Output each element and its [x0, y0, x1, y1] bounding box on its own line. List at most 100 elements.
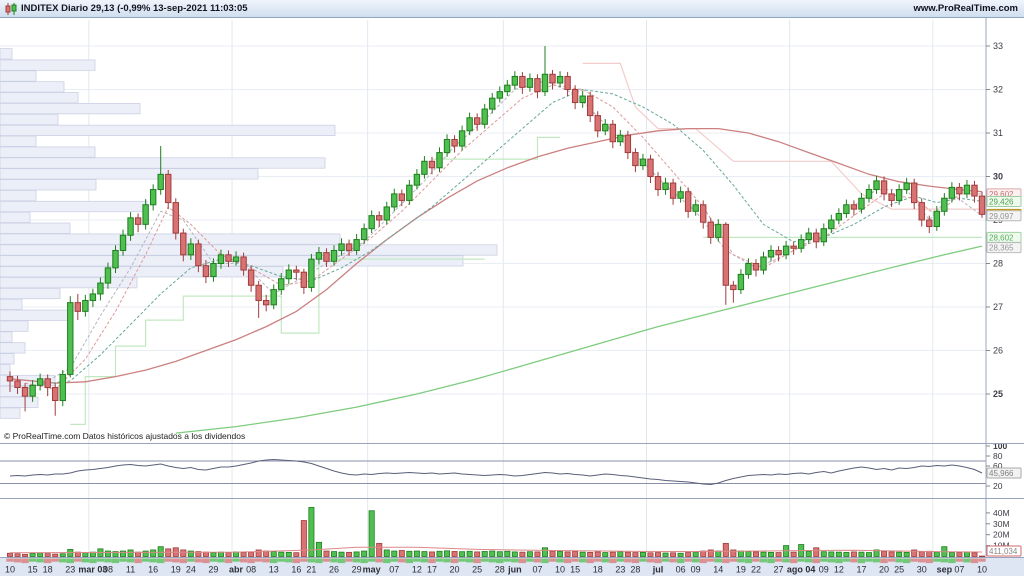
- date-label: 07: [389, 565, 399, 575]
- volume-bar: [865, 552, 872, 557]
- volume-bar: [677, 552, 684, 557]
- date-minimap-tick: [902, 558, 911, 564]
- date-minimap-tick: [66, 558, 74, 564]
- volume-profile-bar: [0, 244, 498, 256]
- candle-body: [451, 139, 458, 147]
- date-minimap-tick: [857, 558, 866, 564]
- volume-bar: [730, 549, 737, 557]
- date-label: 08: [246, 565, 256, 575]
- volume-bar: [647, 552, 654, 557]
- candle-body: [368, 215, 375, 230]
- date-minimap-tick: [360, 558, 368, 564]
- volume-bar: [843, 551, 850, 557]
- candle-body: [104, 267, 112, 284]
- volume-bar: [44, 553, 51, 557]
- date-label: 23: [615, 565, 625, 575]
- price-tick-label: 26: [993, 346, 1003, 356]
- candle-body: [790, 245, 797, 249]
- date-minimap-tick: [752, 558, 760, 562]
- main-pane-background: [0, 18, 1024, 443]
- date-minimap-tick: [571, 558, 579, 562]
- volume-bar: [496, 551, 503, 557]
- volume-bar: [451, 551, 458, 557]
- date-minimap-tick: [887, 558, 896, 562]
- price-tag-label: 29,426: [989, 197, 1014, 206]
- candle-body: [217, 254, 225, 265]
- candle-body: [971, 184, 978, 197]
- volume-bar: [963, 551, 970, 557]
- date-minimap-tick: [28, 558, 37, 562]
- date-label: ago 04: [787, 565, 816, 575]
- volume-bar: [948, 551, 955, 557]
- candle-body: [669, 182, 677, 199]
- volume-bar: [662, 552, 669, 557]
- volume-bar: [685, 552, 692, 557]
- date-minimap-tick: [820, 558, 828, 562]
- date-minimap-tick: [383, 558, 391, 564]
- candle-body: [903, 182, 910, 191]
- candle-body: [119, 234, 127, 251]
- price-tag: [986, 195, 1022, 207]
- candle-body: [195, 243, 202, 267]
- candle-body: [345, 243, 353, 251]
- date-minimap-tick: [503, 558, 512, 562]
- candle-body: [14, 380, 21, 388]
- date-label: 11: [126, 565, 135, 575]
- volume-profile-bar: [0, 320, 29, 332]
- date-minimap-tick: [669, 558, 677, 563]
- date-label: 26: [329, 565, 339, 575]
- chart-area[interactable]: © ProRealTime.com Datos históricos ajust…: [0, 18, 1024, 576]
- date-minimap-tick: [970, 558, 979, 564]
- volume-bar: [926, 550, 933, 557]
- date-label: 29: [352, 565, 362, 575]
- volume-bar: [549, 550, 556, 557]
- candle-body: [858, 197, 865, 210]
- candle-body: [59, 373, 66, 402]
- volume-bar: [707, 549, 714, 557]
- date-minimap-tick: [194, 558, 203, 563]
- candle-body: [707, 221, 714, 238]
- date-minimap-tick: [978, 558, 986, 562]
- volume-bar: [104, 550, 111, 557]
- date-minimap-tick: [74, 558, 82, 562]
- date-label: 06: [676, 565, 686, 575]
- date-minimap-tick: [661, 558, 670, 562]
- date-minimap-tick: [850, 558, 858, 563]
- date-minimap-tick: [631, 558, 640, 564]
- candle-body: [421, 160, 428, 175]
- volume-profile-bar: [0, 407, 21, 419]
- volume-bar: [368, 510, 375, 557]
- volume-bar: [7, 552, 13, 557]
- volume-bar: [346, 551, 353, 557]
- date-label: 18: [593, 565, 603, 575]
- date-minimap-tick: [21, 558, 29, 564]
- date-minimap-tick: [224, 558, 233, 564]
- indicator-tag-label: 45,966: [989, 469, 1014, 478]
- candle-body: [865, 189, 873, 199]
- volume-ma-line: [9, 546, 983, 554]
- volume-bar: [187, 550, 194, 557]
- volume-bar: [572, 551, 579, 557]
- candle-body: [473, 117, 481, 125]
- volume-profile-bar: [0, 266, 284, 278]
- date-label: 17: [427, 565, 437, 575]
- candle-body: [504, 84, 511, 93]
- candle-body: [609, 123, 616, 143]
- candle-body: [315, 252, 323, 260]
- candle-body: [330, 249, 338, 262]
- date-minimap-tick: [307, 558, 316, 563]
- volume-bar: [59, 553, 66, 557]
- volume-bar: [564, 551, 571, 557]
- date-minimap-tick: [940, 558, 949, 563]
- long-red-ma-line: [9, 127, 983, 384]
- candle-body: [519, 75, 526, 88]
- candle-body: [782, 245, 790, 256]
- candle-body: [775, 249, 782, 256]
- volume-bar: [594, 551, 601, 557]
- date-label: 10: [555, 565, 565, 575]
- volume-bar: [850, 551, 857, 557]
- candle-body: [489, 97, 496, 110]
- volume-bar: [308, 507, 315, 557]
- volume-bar: [157, 546, 164, 557]
- date-minimap-tick: [722, 558, 730, 564]
